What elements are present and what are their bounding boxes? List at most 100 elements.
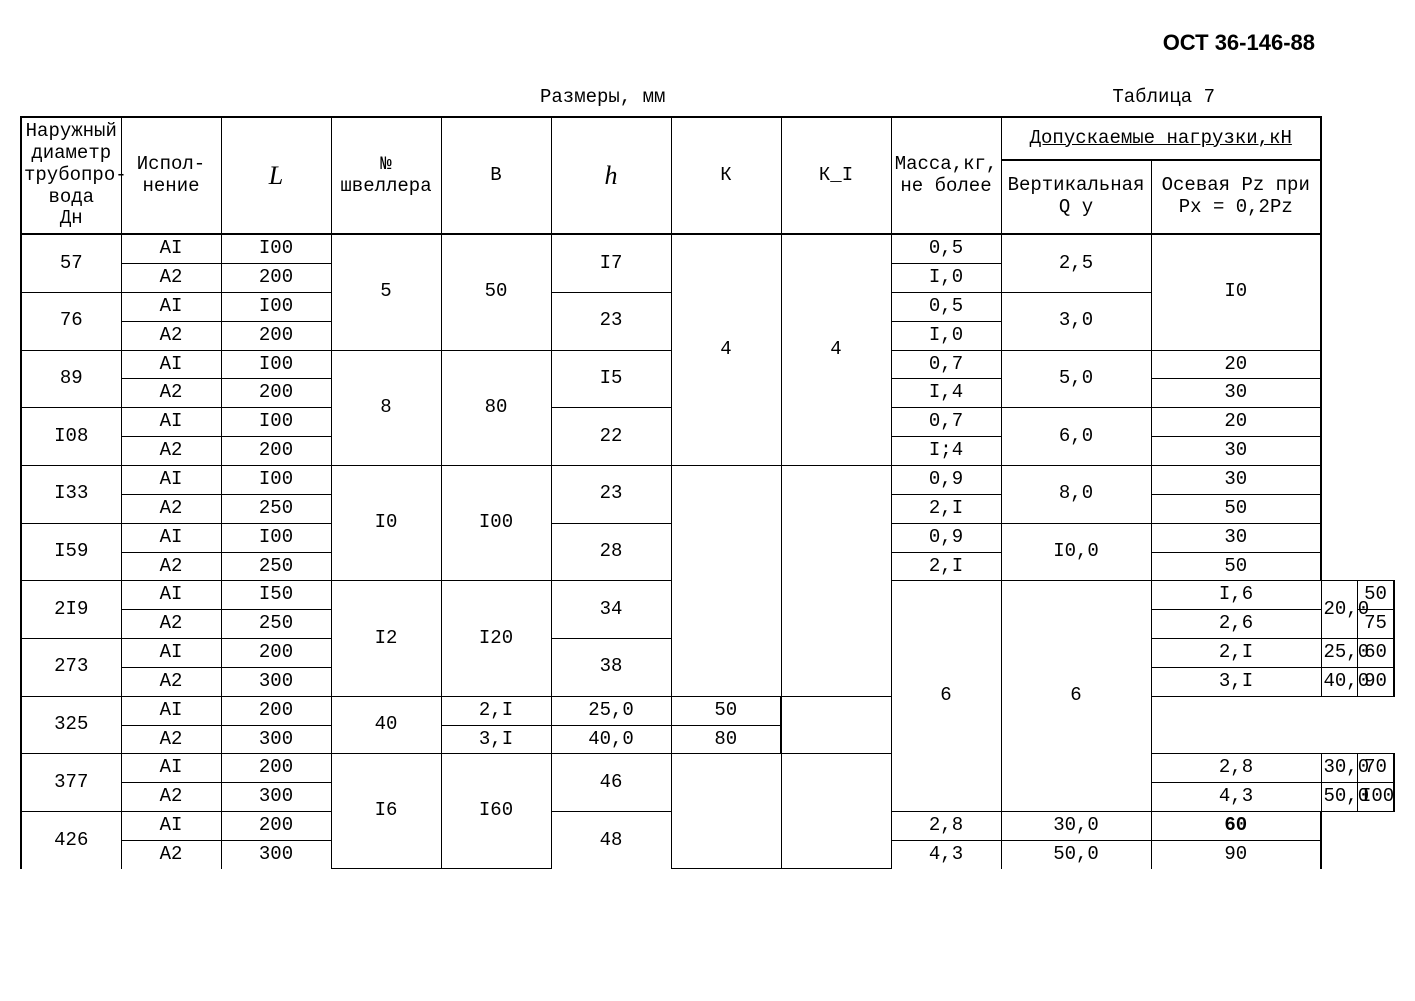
L: I00	[221, 465, 331, 494]
L: 300	[221, 725, 331, 754]
mass: I,0	[891, 264, 1001, 293]
col-header: В	[441, 117, 551, 234]
shv: 8	[331, 350, 441, 465]
col-header: Испол-нение	[121, 117, 221, 234]
col-header: №швеллера	[331, 117, 441, 234]
doc-code: ОСТ 36-146-88	[20, 30, 1395, 56]
mass: 0,9	[891, 523, 1001, 552]
h: 23	[551, 465, 671, 523]
mass: 3,I	[1151, 667, 1321, 696]
mass: 0,9	[891, 465, 1001, 494]
Qy: 50,0	[1321, 783, 1358, 812]
KI: 6	[1001, 581, 1151, 812]
Qy: 40,0	[551, 725, 671, 754]
isp: АI	[121, 696, 221, 725]
isp: АI	[121, 812, 221, 841]
shv: I0	[331, 465, 441, 580]
Pz: I0	[1151, 234, 1321, 350]
Qy: 30,0	[1321, 754, 1358, 783]
L: I00	[221, 350, 331, 379]
isp: А2	[121, 379, 221, 408]
dn: I08	[21, 408, 121, 466]
L: 200	[221, 696, 331, 725]
dn: 57	[21, 234, 121, 292]
L: I50	[221, 581, 331, 610]
dn: I33	[21, 465, 121, 523]
L: 200	[221, 379, 331, 408]
isp: А2	[121, 321, 221, 350]
L: 250	[221, 552, 331, 581]
isp: АI	[121, 408, 221, 437]
col-header: К	[671, 117, 781, 234]
isp: А2	[121, 840, 221, 868]
Qy: 6,0	[1001, 408, 1151, 466]
B: I00	[441, 465, 551, 580]
isp: АI	[121, 639, 221, 668]
mass: 4,3	[1151, 783, 1321, 812]
L: I00	[221, 408, 331, 437]
h: 48	[551, 812, 671, 869]
isp: АI	[121, 465, 221, 494]
isp: А2	[121, 725, 221, 754]
Pz: 30	[1151, 523, 1321, 552]
L: I00	[221, 292, 331, 321]
h: I5	[551, 350, 671, 408]
mass: 0,7	[891, 408, 1001, 437]
dn: 89	[21, 350, 121, 408]
shv: I2	[331, 581, 441, 696]
B: I20	[441, 581, 551, 696]
dn: 76	[21, 292, 121, 350]
h: 34	[551, 581, 671, 639]
mass: 2,I	[891, 494, 1001, 523]
dn: 325	[21, 696, 121, 754]
Pz: 50	[1151, 552, 1321, 581]
isp: А2	[121, 610, 221, 639]
Qy: 20,0	[1321, 581, 1358, 639]
L: 300	[221, 667, 331, 696]
mass: 2,I	[891, 552, 1001, 581]
isp: АI	[121, 292, 221, 321]
L: 200	[221, 437, 331, 466]
h: 28	[551, 523, 671, 581]
Pz: 80	[671, 725, 781, 754]
col-header: Осевая Pz приPx = 0,2Pz	[1151, 160, 1321, 234]
Qy: 5,0	[1001, 350, 1151, 408]
Pz: 20	[1151, 408, 1321, 437]
mass: 0,5	[891, 234, 1001, 263]
B: 50	[441, 234, 551, 350]
col-header: Наружный диаметр трубопро-вода Дн	[21, 117, 121, 234]
Pz: 50	[1151, 494, 1321, 523]
Pz: 50	[671, 696, 781, 725]
isp: АI	[121, 581, 221, 610]
h: 46	[551, 754, 671, 812]
Qy: 30,0	[1001, 812, 1151, 841]
isp: А2	[121, 783, 221, 812]
Pz: 60	[1151, 812, 1321, 841]
L: 250	[221, 494, 331, 523]
Qy: 25,0	[551, 696, 671, 725]
shv: I6	[331, 754, 441, 869]
isp: А2	[121, 552, 221, 581]
L: 250	[221, 610, 331, 639]
isp: А2	[121, 667, 221, 696]
Pz: 90	[1151, 840, 1321, 868]
L: 200	[221, 812, 331, 841]
shv: 5	[331, 234, 441, 350]
isp: АI	[121, 523, 221, 552]
h: 38	[551, 639, 671, 697]
caption-right: Таблица 7	[1112, 86, 1215, 108]
mass: 3,I	[441, 725, 551, 754]
mass: I,6	[1151, 581, 1321, 610]
col-header: L	[221, 117, 331, 234]
K	[671, 465, 781, 696]
mass: 2,I	[441, 696, 551, 725]
mass: I,0	[891, 321, 1001, 350]
B: I60	[441, 754, 551, 869]
K: 6	[891, 581, 1001, 812]
L: I00	[221, 234, 331, 263]
dn: 426	[21, 812, 121, 869]
Qy: I0,0	[1001, 523, 1151, 581]
dn: 2I9	[21, 581, 121, 639]
dn: 273	[21, 639, 121, 697]
Qy: 50,0	[1001, 840, 1151, 868]
